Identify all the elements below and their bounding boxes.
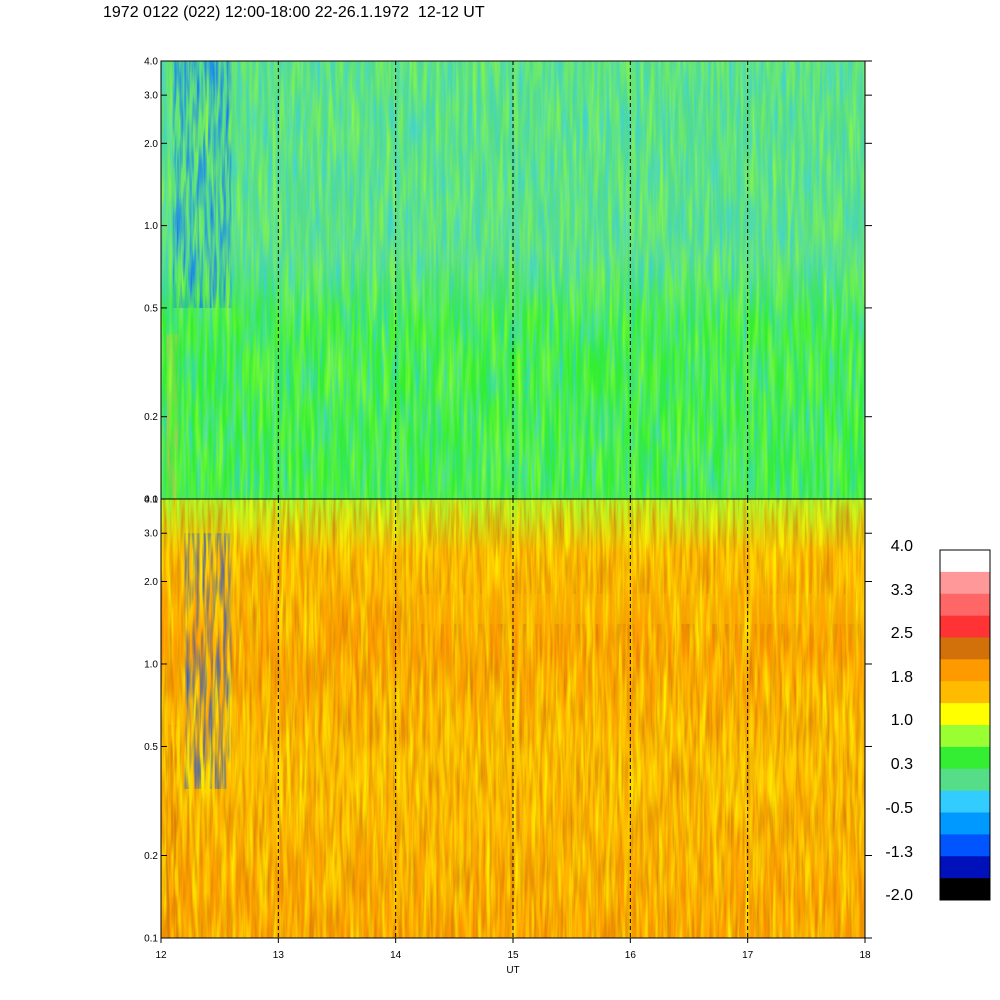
- colorbar-swatch: [940, 746, 990, 770]
- colorbar-swatch: [940, 790, 990, 813]
- x-tick-label: 13: [273, 950, 285, 961]
- colorbar-swatch: [940, 725, 990, 748]
- colorbar-swatch: [940, 856, 990, 879]
- heatmap-feature: [166, 334, 179, 499]
- y-tick-label: 0.1: [144, 495, 158, 506]
- x-axis-label: UT: [506, 965, 519, 976]
- colorbar-swatch: [940, 768, 990, 791]
- colorbar-swatch: [940, 878, 990, 901]
- y-tick-label: 3.0: [144, 529, 158, 540]
- y-tick-label: 1.0: [144, 221, 158, 232]
- y-tick-label: 2.0: [144, 139, 158, 150]
- x-tick-label: 17: [742, 950, 754, 961]
- colorbar-label: 1.0: [891, 712, 913, 729]
- y-tick-label: 0.1: [144, 934, 158, 945]
- colorbar-swatch: [940, 571, 990, 595]
- y-tick-label: 2.0: [144, 577, 158, 588]
- y-tick-label: 4.0: [144, 57, 158, 68]
- y-tick-label: 1.0: [144, 659, 158, 670]
- colorbar-label: -2.0: [885, 887, 913, 904]
- colorbar-swatch: [940, 550, 990, 573]
- colorbar-label: 0.3: [891, 756, 913, 773]
- x-tick-label: 14: [390, 950, 402, 961]
- heatmap-feature: [184, 533, 232, 789]
- colorbar-swatch: [940, 703, 990, 726]
- colorbar-swatch: [940, 812, 990, 835]
- x-tick-label: 16: [625, 950, 637, 961]
- y-tick-label: 0.2: [144, 412, 158, 423]
- colorbar-label: -1.3: [885, 844, 913, 861]
- x-tick-label: 15: [507, 950, 519, 961]
- colorbar-label: 1.8: [891, 669, 913, 686]
- colorbar-swatch: [940, 681, 990, 704]
- colorbar-swatch: [940, 615, 990, 638]
- y-tick-label: 0.2: [144, 851, 158, 862]
- heatmap-feature: [419, 594, 865, 624]
- colorbar-label: -0.5: [885, 800, 913, 817]
- colorbar-frame: [939, 549, 991, 901]
- colorbar: 4.0 3.3 2.5 1.8 1.0 0.3 -0.5 -1.3 -2.0: [885, 538, 991, 904]
- y-tick-label: 3.0: [144, 91, 158, 102]
- y-tick-label: 4.0: [144, 495, 158, 506]
- y-tick-label: 0.5: [144, 742, 158, 753]
- x-tick-label: 12: [155, 950, 167, 961]
- colorbar-swatch: [940, 834, 990, 857]
- colorbar-swatch: [940, 659, 990, 682]
- chart-title: 1972 0122 (022) 12:00-18:00 22-26.1.1972…: [103, 4, 485, 21]
- x-tick-label: 18: [859, 950, 871, 961]
- y-tick-label: 0.5: [144, 303, 158, 314]
- heatmap-feature: [172, 61, 232, 308]
- colorbar-label: 2.5: [891, 625, 913, 642]
- colorbar-label: 3.3: [891, 582, 913, 599]
- colorbar-swatch: [940, 593, 990, 616]
- heatmap-feature: [164, 724, 179, 938]
- colorbar-swatch: [940, 637, 990, 660]
- axes-group: 0.10.20.51.02.03.04.00.10.20.51.02.03.04…: [144, 57, 872, 976]
- colorbar-label: 4.0: [891, 538, 913, 555]
